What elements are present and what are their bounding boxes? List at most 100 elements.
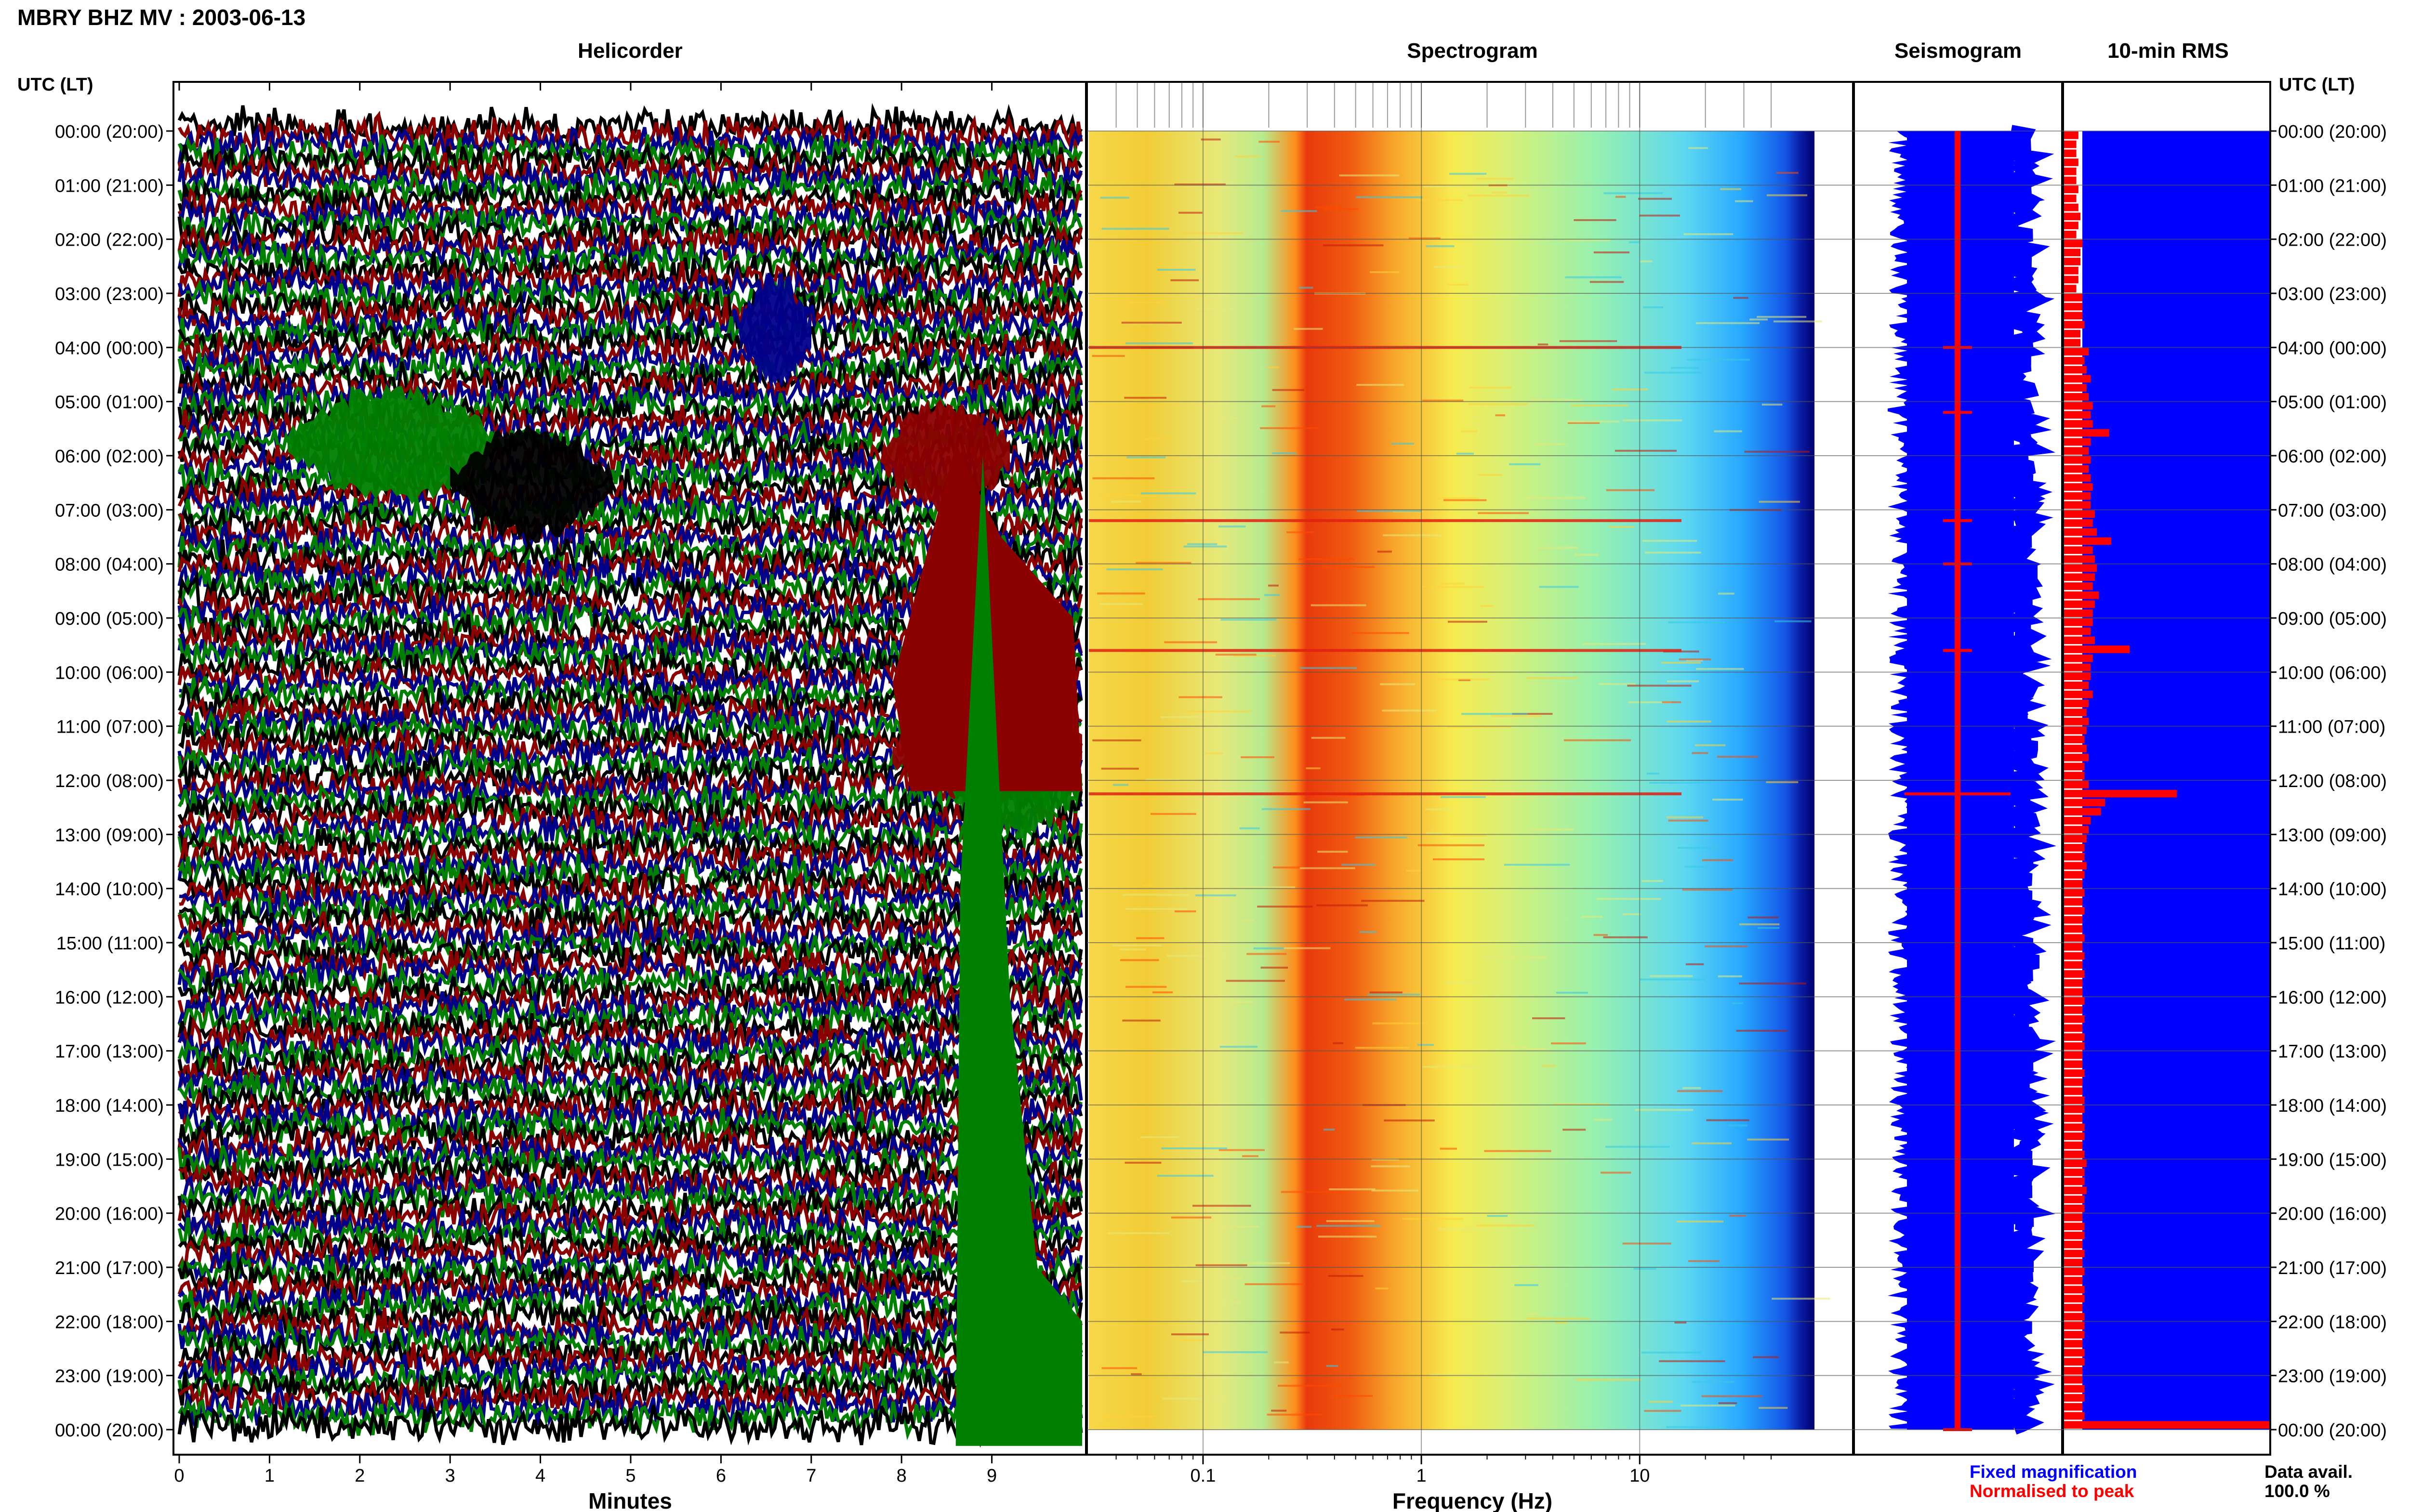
spectrogram-streak <box>1355 1047 1410 1049</box>
spectrogram-streak <box>1243 1262 1290 1264</box>
spectrogram-streak <box>1747 1138 1789 1141</box>
spectrogram-streak <box>1499 1046 1527 1048</box>
spectrogram-streak <box>1220 618 1277 621</box>
spectrogram-streak <box>1151 813 1196 815</box>
rms-bar <box>2064 1150 2085 1158</box>
spectrogram-streak <box>1563 239 1611 241</box>
spectrogram-streak <box>1100 197 1129 199</box>
spectrogram-streak <box>1509 463 1541 465</box>
rms-bar <box>2064 266 2078 275</box>
rms-bar <box>2064 997 2085 1005</box>
rms-bar <box>2064 591 2099 599</box>
rms-bar <box>2064 366 2087 374</box>
spectrogram-streak <box>1201 138 1221 141</box>
spectrogram-streak <box>1735 200 1753 202</box>
spectrogram-streak <box>1298 287 1313 289</box>
rms-bar <box>2064 393 2089 401</box>
legend-fixed-magnification: Fixed magnification <box>1970 1462 2137 1482</box>
spectrogram-streak <box>1680 1405 1735 1407</box>
spectrogram-streak <box>1359 931 1377 933</box>
helicorder-trace <box>177 1368 1083 1411</box>
spectrogram-streak <box>1306 767 1321 770</box>
rms-bar <box>2064 1223 2085 1231</box>
time-tick-label-right: 10:00 (06:00) <box>2278 663 2387 683</box>
spectrogram-streak <box>1696 668 1744 670</box>
rms-bar <box>2064 799 2105 807</box>
panel-frames <box>172 81 2271 1456</box>
spectrogram-streak <box>1215 654 1257 656</box>
spectrogram-streak <box>1092 477 1155 479</box>
rms-bar <box>2064 1169 2085 1176</box>
spectrogram-streak <box>1218 1301 1241 1303</box>
rms-bar <box>2064 925 2083 933</box>
rms-bar <box>2064 1024 2083 1032</box>
time-tick-label-right: 07:00 (03:00) <box>2278 500 2387 521</box>
time-tick-label-left: 10:00 (06:00) <box>55 663 164 683</box>
spectrogram-streak <box>1603 192 1663 195</box>
spectrogram-streak <box>1140 1136 1178 1138</box>
rms-bar <box>2064 1259 2083 1266</box>
helicorder-trace <box>178 933 1083 978</box>
rms-bar <box>2064 1186 2087 1195</box>
spectrogram-streak <box>1371 1165 1410 1168</box>
spectrogram-streak <box>1431 678 1490 681</box>
spectrogram-streak <box>1384 1119 1435 1122</box>
rms-bar <box>2064 158 2078 166</box>
spectrogram-streak <box>1370 271 1400 274</box>
spectrogram-streak <box>1226 980 1285 982</box>
spectrogram-x-tick-label: 1 <box>1416 1466 1427 1486</box>
spectrogram-streak <box>1667 720 1711 723</box>
spectrogram-streak <box>1649 782 1711 784</box>
rms-bar <box>2064 835 2087 843</box>
helicorder-trace <box>177 1042 1083 1087</box>
spectrogram-streak <box>1125 986 1167 988</box>
spectrogram-streak <box>1233 886 1296 889</box>
spectrogram-streak <box>1449 172 1487 175</box>
spectrogram-streak <box>1242 1155 1258 1157</box>
time-tick-label-right: 19:00 (15:00) <box>2278 1150 2387 1170</box>
spectrogram-streak <box>1720 188 1741 190</box>
helicorder-trace <box>179 366 1083 414</box>
spectrogram-streak <box>1429 1374 1472 1376</box>
rms-bar <box>2064 690 2093 698</box>
spectrogram-streak <box>1298 558 1355 560</box>
spectrogram-streak <box>1260 966 1288 969</box>
spectrogram-streak <box>1717 756 1758 758</box>
spectrogram-streak <box>1383 534 1442 537</box>
spectrogram-streak <box>1092 355 1125 357</box>
rms-bar <box>2064 844 2085 852</box>
spectrogram-streak <box>1589 281 1624 283</box>
spectrogram-streak <box>1525 1048 1547 1051</box>
rms-bar <box>2064 1249 2085 1258</box>
rms-bar <box>2064 763 2085 771</box>
spectrogram-streak <box>1303 801 1348 803</box>
rms-bar <box>2064 907 2085 915</box>
spectrogram-streak <box>1645 552 1701 554</box>
rms-bar <box>2064 1403 2083 1411</box>
spectrogram-streak <box>1432 497 1480 500</box>
spectrogram-streak <box>1300 667 1357 669</box>
rms-bar <box>2064 853 2085 861</box>
spectrogram-streak <box>1539 586 1579 588</box>
spectrogram-streak <box>1766 781 1799 783</box>
time-tick-label-left: 23:00 (19:00) <box>55 1367 164 1387</box>
spectrogram-streak <box>1677 1090 1723 1092</box>
spectrogram-streak <box>1559 340 1617 342</box>
spectrogram-streak <box>1701 1395 1762 1397</box>
spectrogram-streak <box>1166 955 1229 957</box>
rms-bar <box>2064 483 2093 491</box>
helicorder-event <box>739 271 811 390</box>
spectrogram-streak <box>1268 366 1280 368</box>
spectrogram-streak <box>1268 584 1279 587</box>
spectrogram-streak <box>1382 710 1437 712</box>
spectrogram-streak <box>1532 1017 1565 1019</box>
spectrogram-streak <box>1728 1124 1747 1127</box>
rms-bar <box>2064 1132 2085 1140</box>
helicorder-x-tick-label: 8 <box>897 1466 907 1486</box>
rms-bar <box>2064 1276 2083 1285</box>
spectrogram-streak <box>1253 947 1284 949</box>
spectrogram-streak <box>1774 620 1812 622</box>
spectrogram-streak <box>1567 421 1620 423</box>
rms-bar <box>2064 1240 2083 1249</box>
rms-bar <box>2064 1196 2085 1203</box>
